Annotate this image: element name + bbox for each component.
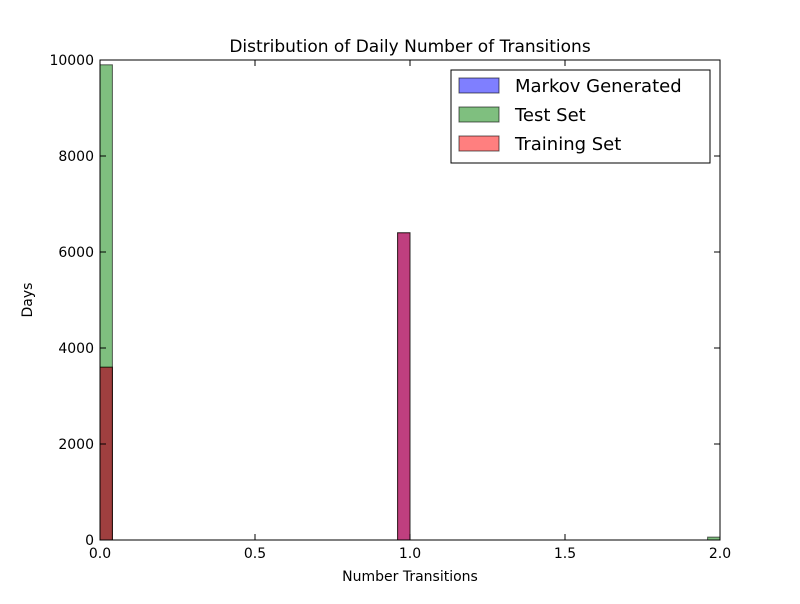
bar-series-2-bin-1 — [397, 232, 411, 541]
x-tick-label-1: 0.5 — [244, 546, 266, 562]
legend-label-0: Markov Generated — [515, 76, 682, 97]
y-tick-label-5: 10000 — [49, 53, 94, 69]
legend-label-1: Test Set — [514, 105, 586, 126]
x-axis-label: Number Transitions — [342, 569, 478, 585]
legend: Markov Generated Test Set Training Set — [450, 69, 711, 164]
legend-swatch-2 — [458, 135, 500, 152]
y-tick-label-4: 8000 — [58, 149, 94, 165]
legend-swatch-0 — [458, 77, 500, 94]
legend-swatch-1 — [458, 106, 500, 123]
x-tick-label-3: 1.5 — [554, 546, 576, 562]
x-tick-label-0: 0.0 — [89, 546, 111, 562]
bar-series-2-bin-0 — [99, 366, 113, 541]
x-tick-label-2: 1.0 — [399, 546, 421, 562]
y-axis-label: Days — [20, 283, 36, 318]
x-tick-label-4: 2.0 — [709, 546, 731, 562]
ticks-layer: 0.0 0.5 1.0 1.5 2.0 0 2000 4000 6000 8000 10000 — [49, 53, 731, 562]
bars-layer — [99, 64, 721, 541]
y-tick-label-1: 2000 — [58, 437, 94, 453]
plot-frame — [99, 59, 721, 541]
y-tick-label-3: 6000 — [58, 245, 94, 261]
chart-title: Distribution of Daily Number of Transiti… — [229, 37, 590, 57]
y-tick-label-2: 4000 — [58, 341, 94, 357]
legend-label-2: Training Set — [514, 134, 621, 155]
y-tick-label-0: 0 — [85, 533, 94, 549]
